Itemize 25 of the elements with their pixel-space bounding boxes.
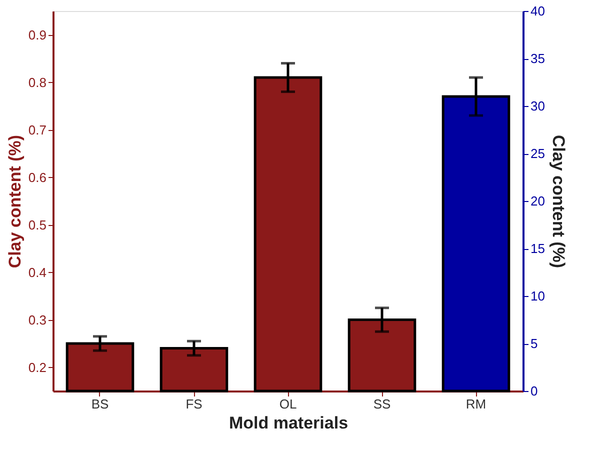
y2-tick-label: 35 xyxy=(530,51,545,66)
y-tick-label: 0.7 xyxy=(28,122,46,138)
y-tick-label: 0.4 xyxy=(28,264,46,280)
x-tick-label: SS xyxy=(373,396,391,412)
y2-tick-label: 0 xyxy=(530,384,538,398)
y-tick-label: 0.3 xyxy=(28,312,46,328)
y-tick-label: 0.5 xyxy=(28,217,46,232)
y2-tick-label: 30 xyxy=(530,98,545,114)
y-tick-label: 0.6 xyxy=(28,170,46,185)
x-tick-label: OL xyxy=(279,396,297,412)
y2-tick-label: 25 xyxy=(530,146,545,161)
x-axis-title: Mold materials xyxy=(228,414,348,432)
y-tick-label: 0.8 xyxy=(28,74,46,90)
y-tick-label: 0.2 xyxy=(28,360,46,375)
x-tick-label: RM xyxy=(466,396,486,412)
y-tick-label: 0.9 xyxy=(28,27,46,42)
y2-tick-label: 15 xyxy=(530,241,545,256)
y-axis-title: Clay content (%) xyxy=(5,134,24,268)
x-tick-label: FS xyxy=(186,396,203,412)
y2-tick-label: 40 xyxy=(530,4,545,18)
y2-tick-label: 10 xyxy=(530,288,545,304)
y2-tick-label: 5 xyxy=(530,336,538,351)
y2-axis-title: Clay content (%) xyxy=(548,134,568,268)
x-tick-label: BS xyxy=(91,396,109,412)
y2-tick-label: 20 xyxy=(530,194,545,208)
